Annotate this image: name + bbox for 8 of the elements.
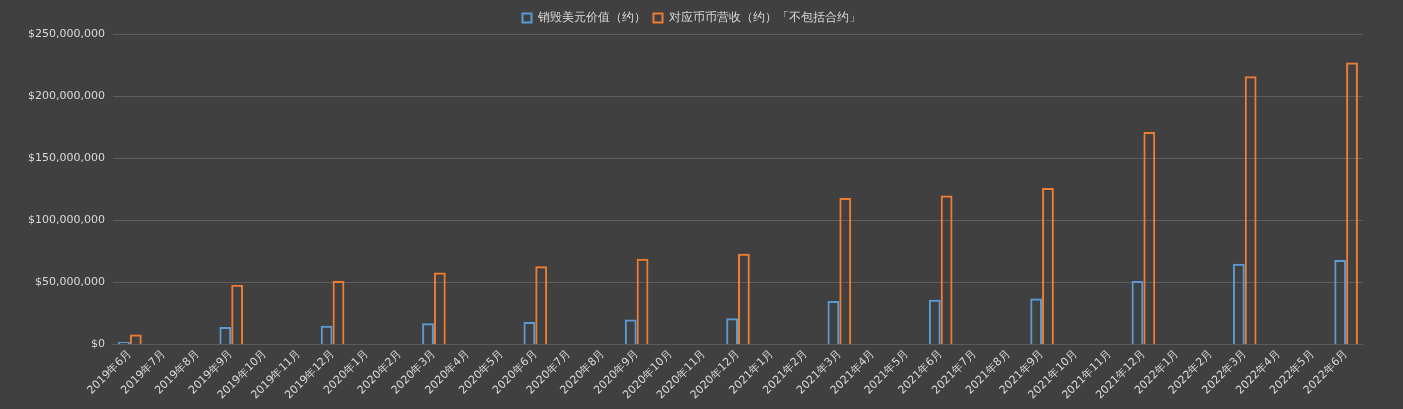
y-tick-label: $250,000,000 — [27, 26, 105, 40]
legend-label: 销毁美元价值（约） — [536, 10, 646, 25]
y-tick-label: $0 — [90, 337, 105, 351]
y-tick-label: $200,000,000 — [27, 88, 105, 102]
y-tick-label: $100,000,000 — [27, 213, 105, 227]
y-tick-label: $150,000,000 — [27, 151, 105, 165]
y-tick-label: $50,000,000 — [34, 275, 105, 289]
legend-label: 对应币币营收（约）「不包括合约」 — [668, 10, 861, 25]
